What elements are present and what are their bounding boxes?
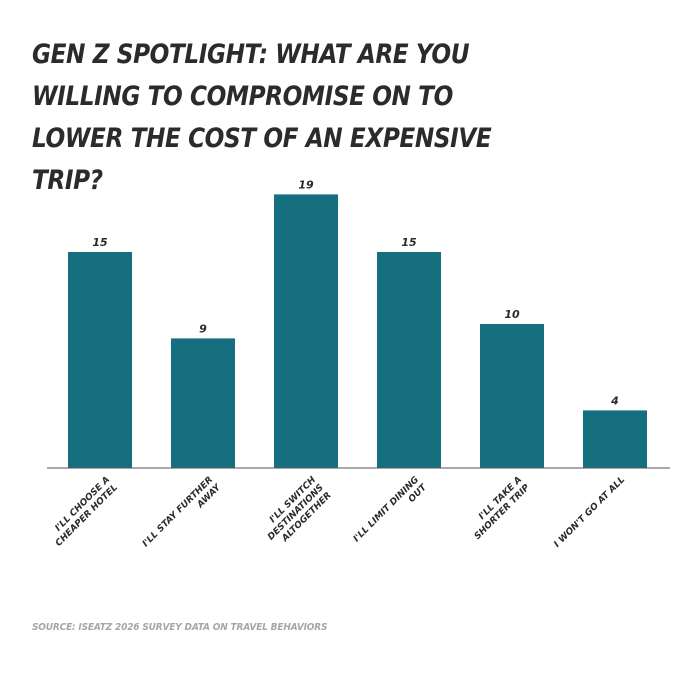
category-label: I'LL SWITCHDESTINATIONSALTOGETHER [258, 475, 334, 551]
bar [171, 338, 235, 468]
bar [68, 252, 132, 468]
data-label: 15 [401, 236, 417, 249]
category-label: I'LL LIMIT DININGOUT [352, 474, 430, 552]
data-label: 19 [298, 178, 314, 191]
category-label: I'LL STAY FURTHERAWAY [141, 474, 224, 557]
data-label: 9 [199, 322, 207, 335]
data-label: 10 [504, 308, 520, 321]
data-label: 15 [92, 236, 108, 249]
category-label: I WON'T GO AT ALL [552, 475, 627, 550]
bar [274, 194, 338, 468]
category-label: I'LL TAKE ASHORTER TRIP [465, 475, 532, 542]
category-label: I'LL CHOOSE ACHEAPER HOTEL [46, 475, 120, 549]
data-label: 4 [610, 394, 619, 407]
bar [583, 410, 647, 468]
bar [377, 252, 441, 468]
chart-title: GEN Z SPOTLIGHT: WHAT ARE YOU WILLING TO… [32, 39, 492, 196]
source-note: SOURCE: ISEATZ 2026 SURVEY DATA ON TRAVE… [32, 622, 328, 633]
bar [480, 324, 544, 468]
